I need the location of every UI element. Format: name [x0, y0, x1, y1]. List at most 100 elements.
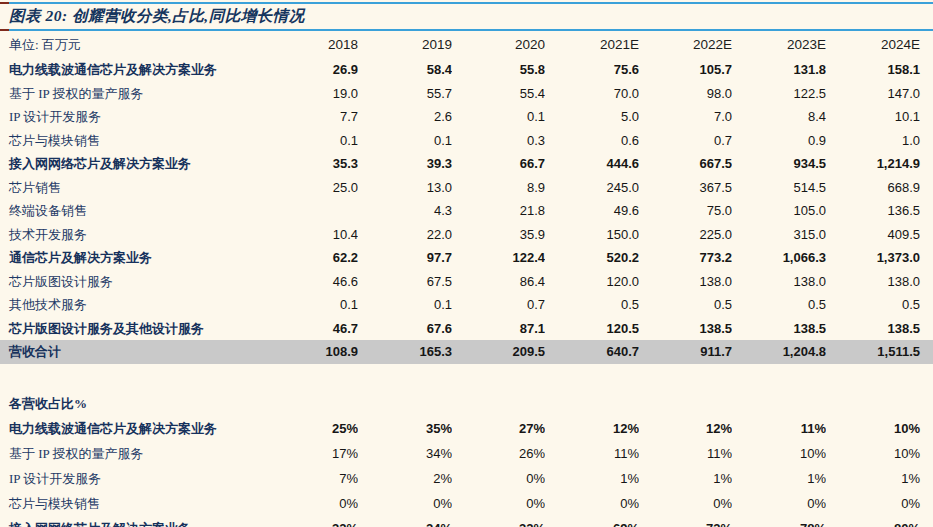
cell-value: 0.1 [358, 129, 452, 153]
cell-value: 0.3 [452, 129, 545, 153]
cell-value: 21.8 [452, 199, 545, 223]
cell-value: 1,214.9 [826, 152, 933, 176]
cell-value: 7.0 [639, 105, 732, 129]
cell-value: 55.4 [452, 82, 545, 106]
cell-value: 0.7 [452, 293, 545, 317]
row-label: 接入网网络芯片及解决方案业务 [0, 516, 265, 527]
cell-value: 0.6 [545, 129, 639, 153]
cell-value: 147.0 [826, 82, 933, 106]
cell-value: 1,511.5 [826, 340, 933, 364]
cell-value: 35% [358, 416, 452, 441]
cell-value: 105.7 [639, 58, 732, 82]
cell-value: 0% [732, 491, 826, 516]
cell-value: 86.4 [452, 270, 545, 294]
cell-value: 1,204.8 [732, 340, 826, 364]
cell-value: 13.0 [358, 176, 452, 200]
cell-value: 1,066.3 [732, 246, 826, 270]
cell-value: 17% [265, 441, 358, 466]
table-row: 芯片版图设计服务46.667.586.4120.0138.0138.0138.0 [0, 270, 933, 294]
cell-value: 73% [639, 516, 732, 527]
cell-value: 138.0 [732, 270, 826, 294]
cell-value: 55.7 [358, 82, 452, 106]
cell-value: 1% [545, 466, 639, 491]
cell-value: 0.7 [639, 129, 732, 153]
cell-value: 46.6 [265, 270, 358, 294]
figure-title: 图表 20: 创耀营收分类,占比,同比增长情况 [9, 6, 305, 27]
row-label: 终端设备销售 [0, 199, 265, 223]
cell-value: 11% [545, 441, 639, 466]
year-column-header: 2019 [358, 31, 452, 58]
cell-value: 773.2 [639, 246, 732, 270]
row-label: 电力线载波通信芯片及解决方案业务 [0, 416, 265, 441]
cell-value: 46.7 [265, 317, 358, 341]
row-label: 芯片与模块销售 [0, 491, 265, 516]
table-row: 电力线载波通信芯片及解决方案业务25%35%27%12%12%11%10% [0, 416, 933, 441]
revenue-rows-body: 电力线载波通信芯片及解决方案业务26.958.455.875.6105.7131… [0, 58, 933, 364]
row-label: IP 设计开发服务 [0, 466, 265, 491]
cell-value: 70.0 [545, 82, 639, 106]
figure-title-bar: 图表 20: 创耀营收分类,占比,同比增长情况 [0, 4, 933, 29]
cell-value: 11% [732, 416, 826, 441]
cell-value: 105.0 [732, 199, 826, 223]
cell-value: 58.4 [358, 58, 452, 82]
cell-value: 0.1 [265, 129, 358, 153]
cell-value: 0.1 [358, 293, 452, 317]
cell-value: 39.3 [358, 152, 452, 176]
cell-value: 5.0 [545, 105, 639, 129]
row-label: 接入网网络芯片及解决方案业务 [0, 152, 265, 176]
cell-value: 120.0 [545, 270, 639, 294]
cell-value: 27% [452, 416, 545, 441]
cell-value: 245.0 [545, 176, 639, 200]
cell-value: 12% [545, 416, 639, 441]
table-row: 基于 IP 授权的量产服务17%34%26%11%11%10%10% [0, 441, 933, 466]
cell-value: 150.0 [545, 223, 639, 247]
cell-value: 0% [452, 491, 545, 516]
total-row: 营收合计108.9165.3209.5640.7911.71,204.81,51… [0, 340, 933, 364]
cell-value: 2% [358, 466, 452, 491]
row-label: 基于 IP 授权的量产服务 [0, 82, 265, 106]
cell-value: 158.1 [826, 58, 933, 82]
title-bottom-rule [0, 29, 933, 31]
header-row: 单位: 百万元 2018201920202021E2022E2023E2024E [0, 31, 933, 58]
row-label: 芯片与模块销售 [0, 129, 265, 153]
table-row: 电力线载波通信芯片及解决方案业务26.958.455.875.6105.7131… [0, 58, 933, 82]
cell-value: 7.7 [265, 105, 358, 129]
cell-value: 11% [639, 441, 732, 466]
cell-value: 26.9 [265, 58, 358, 82]
table-row: IP 设计开发服务7%2%0%1%1%1%1% [0, 466, 933, 491]
cell-value: 0.1 [265, 293, 358, 317]
cell-value: 10% [732, 441, 826, 466]
year-column-header: 2024E [826, 31, 933, 58]
report-table-page: { "title": "图表 20: 创耀营收分类,占比,同比增长情况", "c… [0, 0, 933, 527]
row-label: 其他技术服务 [0, 293, 265, 317]
cell-value: 0.5 [732, 293, 826, 317]
cell-value: 55.8 [452, 58, 545, 82]
section-spacer [0, 364, 933, 391]
year-column-header: 2020 [452, 31, 545, 58]
cell-value: 315.0 [732, 223, 826, 247]
table-row: 其他技术服务0.10.10.70.50.50.50.5 [0, 293, 933, 317]
cell-value: 0.9 [732, 129, 826, 153]
cell-value: 62.2 [265, 246, 358, 270]
cell-value: 67.5 [358, 270, 452, 294]
row-label: 通信芯片及解决方案业务 [0, 246, 265, 270]
cell-value: 10% [826, 416, 933, 441]
share-section-header-row: 各营收占比% [0, 391, 933, 416]
cell-value: 0% [358, 491, 452, 516]
table-row: IP 设计开发服务7.72.60.15.07.08.410.1 [0, 105, 933, 129]
cell-value: 35.3 [265, 152, 358, 176]
cell-value: 131.8 [732, 58, 826, 82]
cell-value: 4.3 [358, 199, 452, 223]
cell-value: 138.0 [639, 270, 732, 294]
cell-value: 136.5 [826, 199, 933, 223]
cell-value: 514.5 [732, 176, 826, 200]
cell-value: 7% [265, 466, 358, 491]
cell-value: 668.9 [826, 176, 933, 200]
table-row: 接入网网络芯片及解决方案业务35.339.366.7444.6667.5934.… [0, 152, 933, 176]
cell-value: 32% [265, 516, 358, 527]
row-label: 芯片销售 [0, 176, 265, 200]
table-row: 芯片与模块销售0%0%0%0%0%0%0% [0, 491, 933, 516]
cell-value: 19.0 [265, 82, 358, 106]
cell-value: 35.9 [452, 223, 545, 247]
cell-value: 225.0 [639, 223, 732, 247]
